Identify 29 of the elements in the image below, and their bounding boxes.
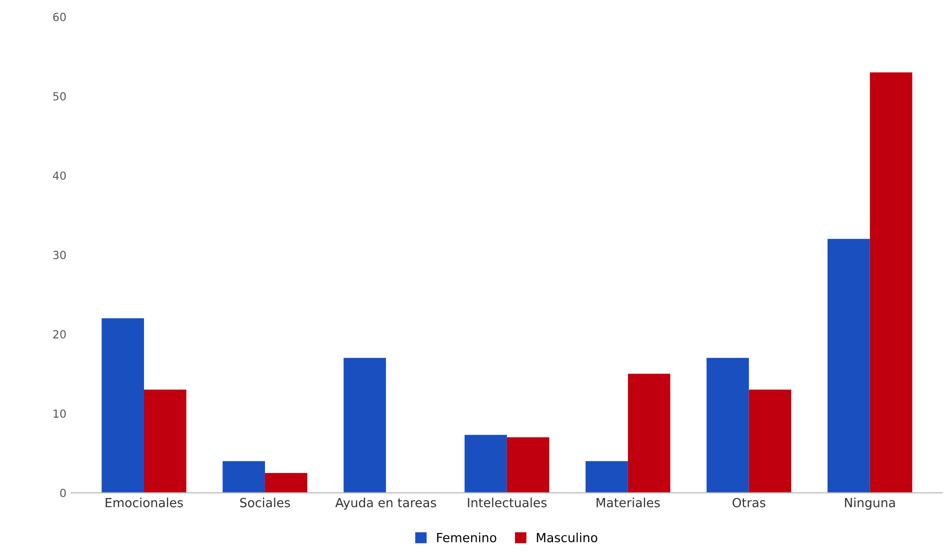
x-tick-label: Materiales (596, 498, 660, 508)
x-tick-label: Intelectuales (468, 498, 547, 508)
x-tick-label: Ninguna (845, 498, 895, 510)
bar (102, 318, 144, 493)
bar (870, 72, 912, 493)
bar (706, 358, 749, 493)
bar (464, 434, 507, 493)
bar (344, 358, 386, 493)
y-tick-label: 10 (54, 409, 66, 418)
x-tick-label: Otras (732, 498, 766, 508)
bar (506, 437, 550, 493)
bar (222, 461, 265, 493)
bar (748, 390, 792, 493)
legend-label: Femenino (437, 532, 496, 542)
x-tick-label: Ayuda en tareas (335, 498, 436, 510)
bar (828, 238, 870, 493)
y-tick-label: 0 (60, 488, 66, 498)
x-tick-label: Emocionales (106, 498, 183, 508)
y-tick-label: 40 (52, 171, 66, 180)
x-tick-label: Sociales (240, 498, 290, 508)
bar (144, 390, 186, 493)
bar (628, 374, 670, 493)
y-tick-label: 50 (53, 92, 66, 101)
legend-label: Masculino (536, 532, 598, 542)
y-tick-label: 20 (53, 330, 66, 339)
y-tick-label: 30 (53, 250, 66, 260)
y-tick-label: 60 (53, 12, 66, 22)
bar (264, 472, 308, 493)
bar (586, 461, 628, 493)
